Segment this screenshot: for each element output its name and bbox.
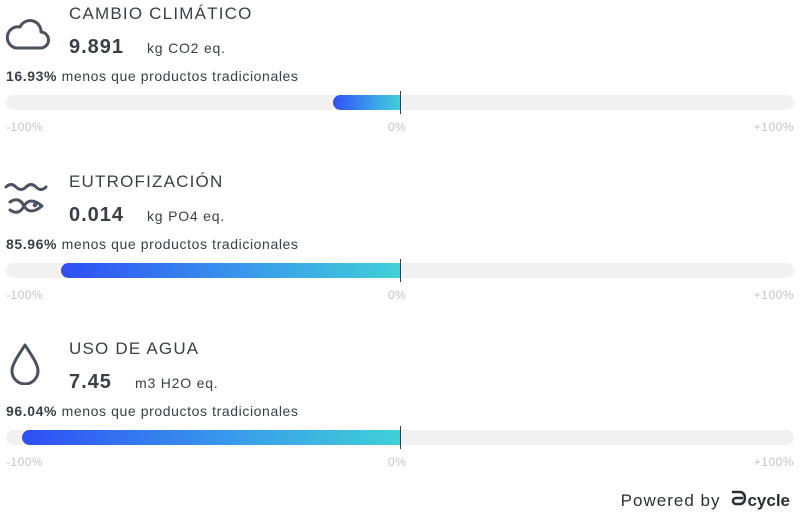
metric-unit: kg CO2 eq. [147,40,226,56]
metric-percent: 85.96% [6,236,58,252]
metric-percent: 96.04% [6,403,58,419]
powered-by-label: Powered by [620,490,721,510]
metric-summary-text: menos que productos tradicionales [61,403,299,419]
comparison-bar-zero-marker [400,259,401,282]
comparison-bar-track [6,91,794,114]
comparison-bar-track [6,259,794,282]
metric-value: 9.891 [69,36,125,58]
powered-by-footer: Powered by cycle [621,489,790,512]
comparison-bar-fill [22,430,400,445]
metric-title: USO DE AGUA [69,339,200,358]
scale-mid-label: 0% [388,455,407,469]
metric-title: CAMBIO CLIMÁTICO [69,4,253,23]
scale-min-label: -100% [6,120,44,134]
metric-title: EUTROFIZACIÓN [69,172,224,191]
metric-card-water-use: USO DE AGUA 7.45 m3 H2O eq. 96.04% menos… [0,335,800,485]
scale-max-label: +100% [753,288,794,302]
comparison-bar-track [6,426,794,449]
comparison-bar-fill [333,95,400,110]
fish-waves-icon [4,176,50,222]
metric-summary: 85.96% menos que productos tradicionales [6,236,299,252]
water-drop-icon [4,339,50,385]
metric-summary: 96.04% menos que productos tradicionales [6,403,299,419]
metric-card-climate-change: CAMBIO CLIMÁTICO 9.891 kg CO2 eq. 16.93%… [0,0,800,150]
comparison-bar-zero-marker [400,426,401,449]
metric-summary-text: menos que productos tradicionales [61,236,299,252]
comparison-bar-zero-marker [400,91,401,114]
brand-name: cycle [747,490,790,510]
metric-percent: 16.93% [6,68,58,84]
comparison-bar-fill [61,263,400,278]
scale-mid-label: 0% [388,120,407,134]
metric-value: 7.45 [69,371,112,393]
scale-min-label: -100% [6,455,44,469]
metric-card-eutrophication: EUTROFIZACIÓN 0.014 kg PO4 eq. 85.96% me… [0,168,800,318]
metric-summary-text: menos que productos tradicionales [61,68,299,84]
scale-max-label: +100% [753,120,794,134]
scale-min-label: -100% [6,288,44,302]
metric-summary: 16.93% menos que productos tradicionales [6,68,299,84]
brand-logo[interactable]: cycle [730,489,790,512]
metric-value: 0.014 [69,204,125,226]
metric-unit: kg PO4 eq. [147,208,226,224]
scale-mid-label: 0% [388,288,407,302]
dcycle-logo-icon [730,489,747,512]
cloud-icon [4,10,50,56]
scale-max-label: +100% [753,455,794,469]
metric-unit: m3 H2O eq. [135,375,219,391]
